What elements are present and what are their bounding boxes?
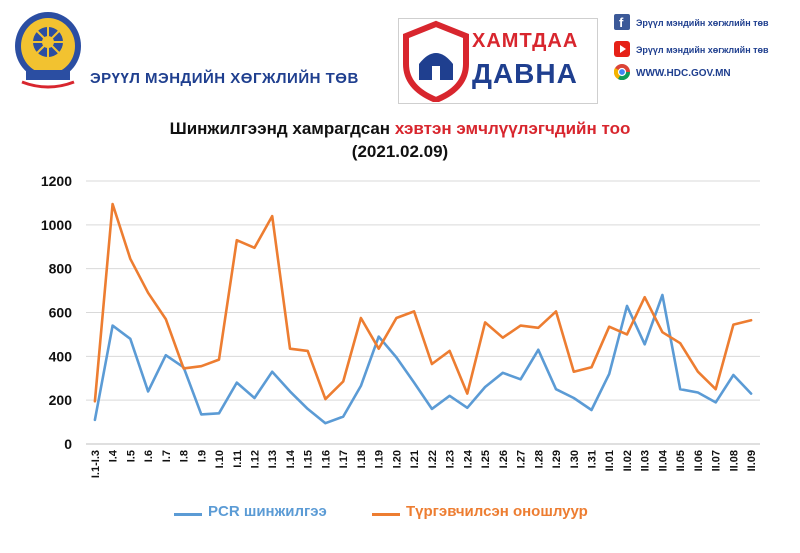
campaign-box [398,18,598,104]
x-tick-label: I.26 [498,450,510,468]
y-tick-label: 1200 [41,173,72,189]
x-tick-label: II.01 [604,450,616,471]
legend-pcr-swatch [174,513,202,516]
y-tick-label: 200 [49,392,73,408]
x-tick-label: I.17 [338,450,350,468]
x-tick-label: II.07 [711,450,723,471]
youtube-icon [614,41,630,57]
y-tick-label: 400 [49,348,73,364]
x-tick-label: I.8 [179,450,191,462]
campaign-logo-icon [403,20,469,102]
x-tick-label: I.19 [374,450,386,468]
legend-rapid-label: Түргэвчилсэн оношлуур [406,503,588,520]
campaign-title-top: ХАМТДАА [472,30,579,52]
x-tick-label: I.10 [214,450,226,468]
x-tick-label: II.03 [640,450,652,471]
x-tick-label: II.06 [693,450,705,471]
x-tick-label: I.22 [427,450,439,468]
x-tick-label: I.25 [480,450,492,468]
x-tick-label: I.6 [143,450,155,462]
x-tick-label: II.08 [728,450,740,471]
org-name: ЭРҮҮЛ МЭНДИЙН ХӨГЖЛИЙН ТӨВ [90,70,359,87]
x-tick-label: I.18 [356,450,368,468]
youtube-link[interactable]: Эрүүл мэндийн хөгжлийн төв [636,45,769,55]
x-tick-label: I.23 [445,450,457,468]
x-tick-label: I.14 [285,449,297,468]
chart-title-part1: Шинжилгээнд хамрагдсан [169,119,395,138]
y-tick-label: 800 [49,261,73,277]
x-tick-label: II.05 [675,450,687,471]
x-tick-label: I.9 [196,450,208,462]
x-tick-label: I.16 [320,450,332,468]
x-tick-label: I.5 [125,450,137,462]
x-tick-label: I.13 [267,450,279,468]
legend-rapid: Түргэвчилсэн оношлуур [372,503,588,520]
x-tick-label: I.29 [551,450,563,468]
x-tick-label: I.27 [516,450,528,468]
x-tick-label: I.1-I.3 [90,450,102,478]
x-tick-label: I.21 [409,450,421,468]
x-tick-label: II.04 [657,449,669,471]
x-tick-label: I.31 [587,450,599,468]
x-tick-label: I.24 [462,449,474,468]
x-tick-label: I.28 [533,450,545,468]
legend-rapid-swatch [372,513,400,516]
x-tick-label: I.30 [569,450,581,468]
chart-title-part2: хэвтэн эмчлүүлэгчдийн тоо [394,119,631,138]
chrome-icon [614,64,630,80]
x-tick-label: I.4 [108,449,120,462]
y-tick-label: 0 [64,436,72,452]
x-tick-label: I.12 [250,450,262,468]
legend-pcr: PCR шинжилгээ [174,503,327,520]
emblem-logo-icon [15,12,81,89]
x-tick-label: I.20 [391,450,403,468]
legend-pcr-label: PCR шинжилгээ [208,503,327,520]
facebook-icon: f [614,14,630,30]
x-tick-label: I.15 [303,450,315,468]
website-link[interactable]: WWW.HDC.GOV.MN [636,68,731,79]
campaign-title-bottom: ДАВНА [472,58,578,89]
x-tick-label: II.09 [746,450,758,471]
svg-text:f: f [619,15,624,30]
x-tick-label: I.7 [161,450,173,462]
chart-title: Шинжилгээнд хамрагдсан хэвтэн эмчлүүлэгч… [0,119,800,139]
x-tick-label: II.02 [622,450,634,471]
chart-subtitle: (2021.02.09) [351,142,449,161]
series-line-0 [93,293,753,425]
x-tick-label: I.11 [232,450,244,468]
y-tick-label: 600 [49,305,73,321]
facebook-link[interactable]: Эрүүл мэндийн хөгжлийн төв [636,18,769,28]
series-line-1 [93,202,753,403]
y-tick-label: 1000 [41,217,72,233]
